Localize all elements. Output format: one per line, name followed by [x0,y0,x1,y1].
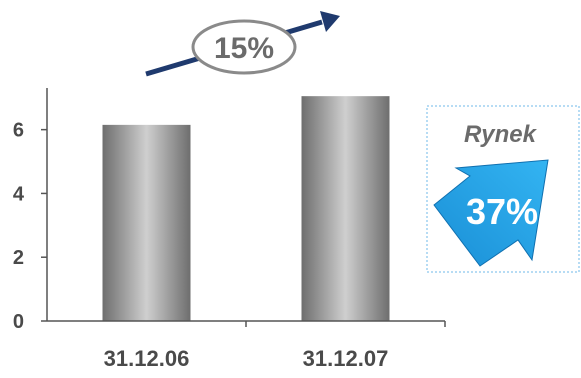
bar-31.12.06 [102,124,191,321]
x-categories-group: 31.12.06 31.12.07 [104,321,446,371]
bar-31.12.07 [301,96,390,321]
growth-ellipse [191,19,297,75]
growth-arrow-head [320,11,340,32]
y-tick-label: 0 [13,311,24,333]
growth-arrow-annotation: 15% [145,11,340,77]
growth-label: 15% [214,32,274,65]
x-tick-label: 31.12.07 [303,346,389,371]
market-share-annotation: Rynek 37% [426,105,580,273]
y-ticks-group: 0 2 4 6 [13,120,47,333]
y-tick-label: 4 [13,183,25,205]
market-arrow [433,159,549,267]
y-tick-label: 6 [13,120,24,142]
market-box [426,105,580,273]
market-label: Rynek [464,121,538,148]
bars-group [102,96,390,321]
market-share-label: 37% [466,191,538,232]
y-tick-label: 2 [13,247,24,269]
x-tick-label: 31.12.06 [104,346,190,371]
